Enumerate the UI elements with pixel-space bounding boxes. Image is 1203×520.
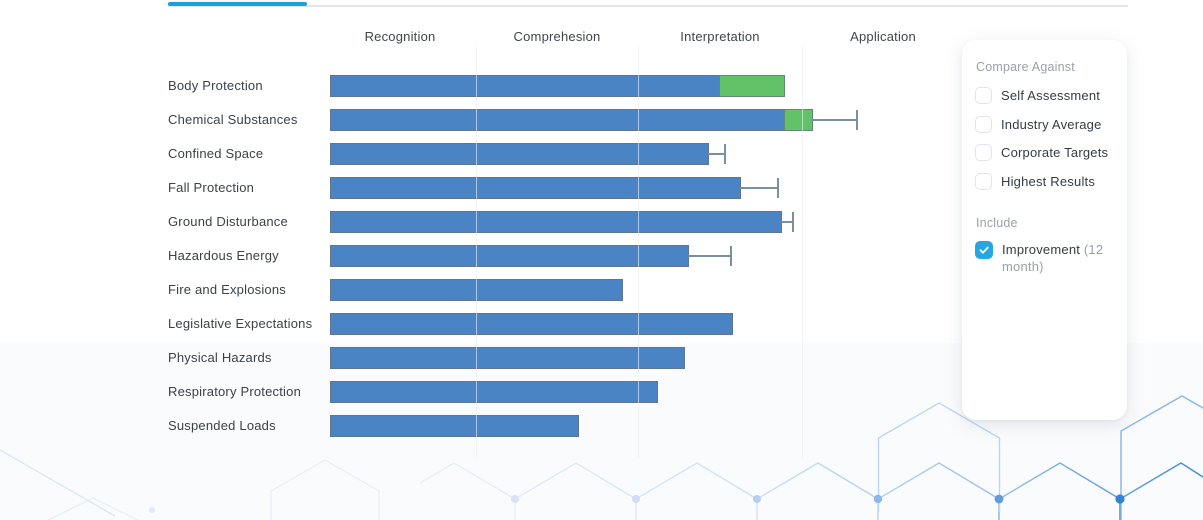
- option-industry-average[interactable]: Industry Average: [975, 115, 1117, 133]
- category-labels: Body Protection Chemical Substances Confin…: [0, 0, 330, 520]
- bar-physical-hazards[interactable]: [330, 347, 685, 369]
- option-highest-results[interactable]: Highest Results: [975, 172, 1117, 190]
- checkbox-self-assessment[interactable]: [975, 87, 992, 104]
- category-label-suspended-loads: Suspended Loads: [168, 418, 276, 433]
- error-whisker-cap-fall-protection: [777, 178, 779, 198]
- error-whisker-cap-chemical-substances: [856, 110, 858, 130]
- improvement-bar-chemical-substances[interactable]: [784, 109, 813, 131]
- error-whisker-hazardous-energy: [688, 255, 731, 257]
- plot-area: Recognition Comprehesion Interpretation App…: [330, 0, 962, 520]
- category-label-confined-space: Confined Space: [168, 146, 264, 161]
- error-whisker-chemical-substances: [812, 119, 857, 121]
- error-whisker-cap-hazardous-energy: [730, 246, 732, 266]
- improvement-label-main: Improvement: [1002, 241, 1081, 257]
- error-whisker-cap-confined-space: [724, 144, 726, 164]
- option-corporate-targets[interactable]: Corporate Targets: [975, 144, 1117, 161]
- bar-chemical-substances[interactable]: [330, 109, 785, 131]
- category-label-ground-disturbance: Ground Disturbance: [168, 214, 288, 229]
- gridline-overlay: [638, 46, 639, 458]
- include-title: Include: [976, 215, 1018, 230]
- option-self-assessment[interactable]: Self Assessment: [975, 87, 1117, 104]
- error-whisker-cap-ground-disturbance: [792, 212, 794, 232]
- error-whisker-confined-space: [708, 153, 725, 155]
- gridline-overlay: [476, 46, 477, 458]
- category-label-fire-and-explosions: Fire and Explosions: [168, 282, 286, 297]
- error-whisker-fall-protection: [740, 187, 778, 189]
- bar-suspended-loads[interactable]: [330, 415, 579, 437]
- axis-label-application: Application: [850, 29, 916, 44]
- checkbox-corporate-targets[interactable]: [975, 144, 992, 161]
- bar-fall-protection[interactable]: [330, 177, 741, 199]
- option-label: Corporate Targets: [1001, 145, 1109, 160]
- compare-panel-title: Compare Against: [976, 60, 1075, 74]
- option-label: Self Assessment: [1001, 88, 1101, 103]
- check-icon: [979, 246, 989, 254]
- improvement-label: Improvement (12 month): [1002, 241, 1106, 275]
- option-label: Highest Results: [1001, 173, 1096, 189]
- category-label-physical-hazards: Physical Hazards: [168, 350, 272, 365]
- bar-confined-space[interactable]: [330, 143, 709, 165]
- bar-legislative-expectations[interactable]: [330, 313, 733, 335]
- axis-label-comprehesion: Comprehesion: [513, 29, 601, 44]
- gridline-overlay: [802, 46, 803, 458]
- improvement-bar-body-protection[interactable]: [719, 75, 785, 97]
- option-label: Industry Average: [1001, 116, 1102, 132]
- category-label-body-protection: Body Protection: [168, 78, 263, 93]
- axis-label-interpretation: Interpretation: [680, 29, 760, 44]
- bar-hazardous-energy[interactable]: [330, 245, 689, 267]
- bar-ground-disturbance[interactable]: [330, 211, 782, 233]
- category-label-legislative-expectations: Legislative Expectations: [168, 316, 313, 331]
- option-improvement[interactable]: Improvement (12 month): [975, 240, 1117, 275]
- checkbox-improvement-checked[interactable]: [975, 240, 993, 259]
- axis-label-recognition: Recognition: [364, 29, 436, 44]
- category-label-hazardous-energy: Hazardous Energy: [168, 248, 279, 263]
- active-tab-indicator[interactable]: [168, 2, 307, 6]
- improvement-label-detail: (12 month): [1002, 241, 1104, 274]
- category-label-chemical-substances: Chemical Substances: [168, 112, 298, 127]
- hexagon-decoration: [0, 395, 1203, 520]
- checkbox-highest-results[interactable]: [975, 172, 992, 190]
- tab-strip-line: [168, 5, 1128, 7]
- bar-body-protection[interactable]: [330, 75, 720, 97]
- category-label-fall-protection: Fall Protection: [168, 180, 255, 195]
- error-whisker-ground-disturbance: [781, 221, 793, 223]
- category-label-respiratory-protection: Respiratory Protection: [168, 384, 302, 399]
- checkbox-industry-average[interactable]: [975, 115, 992, 133]
- compare-panel: Compare Against Self Assessment Industry…: [962, 40, 1127, 420]
- bar-respiratory-protection[interactable]: [330, 381, 658, 403]
